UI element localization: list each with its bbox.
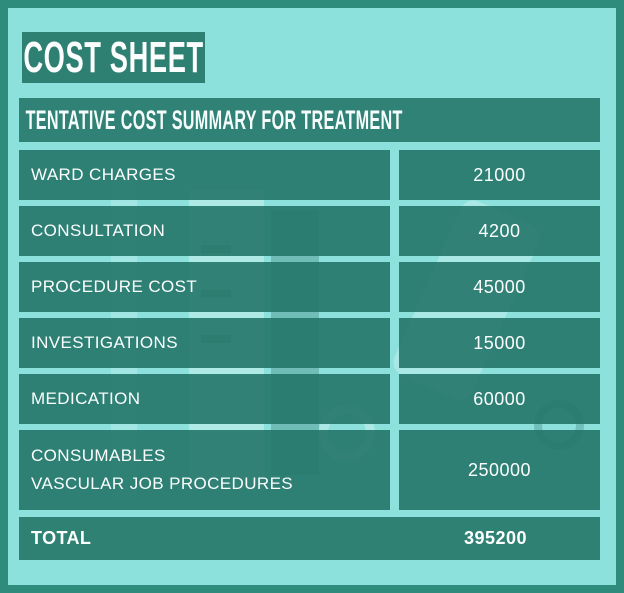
- row-label-text: INVESTIGATIONS: [31, 333, 178, 352]
- table-row: CONSULTATION 4200: [19, 206, 600, 256]
- table-row: INVESTIGATIONS 15000: [19, 318, 600, 368]
- table-row: WARD CHARGES 21000: [19, 150, 600, 200]
- row-label-text: MEDICATION: [31, 389, 141, 408]
- row-label: MEDICATION: [19, 374, 390, 424]
- table-header-row: TENTATIVE COST SUMMARY FOR TREATMENT COS…: [19, 98, 600, 142]
- table-row: PROCEDURE COST 45000: [19, 262, 600, 312]
- row-value: 15000: [399, 318, 600, 368]
- header-col-label: TENTATIVE COST SUMMARY FOR TREATMENT: [25, 104, 403, 135]
- row-label: PROCEDURE COST: [19, 262, 390, 312]
- row-label-text: WARD CHARGES: [31, 165, 176, 184]
- row-label: CONSULTATION: [19, 206, 390, 256]
- row-label-text: PROCEDURE COST: [31, 277, 198, 296]
- title-banner: COST SHEET: [22, 32, 205, 83]
- total-label: TOTAL: [31, 528, 92, 548]
- table-row: CONSUMABLES VASCULAR JOB PROCEDURES 2500…: [19, 430, 600, 510]
- total-value: 395200: [463, 528, 528, 548]
- row-label: WARD CHARGES: [19, 150, 390, 200]
- row-value: 4200: [399, 206, 600, 256]
- row-label-line1: CONSUMABLES: [31, 446, 166, 465]
- row-value: 60000: [399, 374, 600, 424]
- table-row: MEDICATION 60000: [19, 374, 600, 424]
- row-label: INVESTIGATIONS: [19, 318, 390, 368]
- row-label-line2: VASCULAR JOB PROCEDURES: [31, 474, 294, 493]
- cost-table: WARD CHARGES 21000 CONSULTATION 4200 PRO…: [19, 150, 600, 516]
- total-row: TOTAL 395200: [19, 517, 600, 560]
- row-value: 21000: [399, 150, 600, 200]
- row-label: CONSUMABLES VASCULAR JOB PROCEDURES: [19, 430, 390, 510]
- row-label-text: CONSULTATION: [31, 221, 166, 240]
- row-value: 250000: [399, 430, 600, 510]
- page-background: COST SHEET TENTATIVE COST SUMMARY FOR TR…: [8, 8, 616, 585]
- page-title: COST SHEET: [23, 32, 204, 82]
- row-value: 45000: [399, 262, 600, 312]
